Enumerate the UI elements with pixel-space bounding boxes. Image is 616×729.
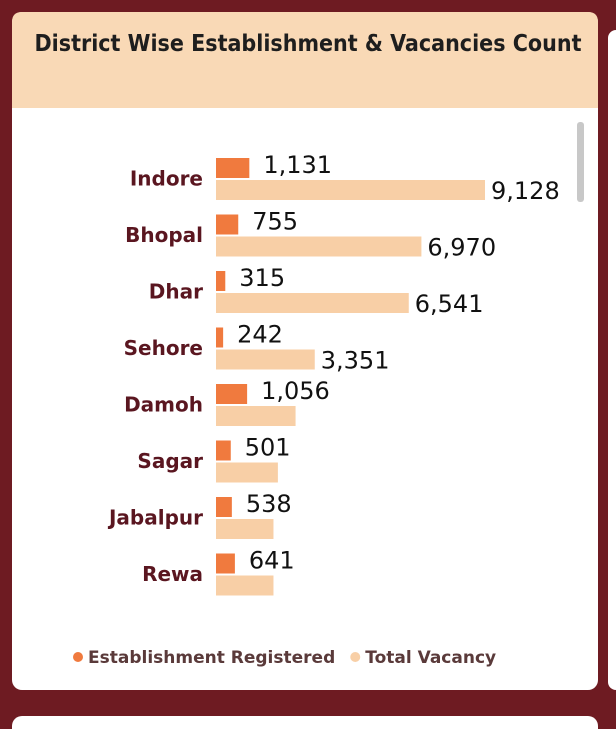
category-label: Indore (130, 167, 203, 191)
bar (216, 327, 224, 348)
card-header (12, 12, 598, 108)
next-card (12, 716, 598, 729)
data-label: 501 (245, 434, 291, 462)
bar (216, 553, 235, 574)
bar (216, 180, 485, 200)
bar (216, 384, 248, 404)
bar (216, 293, 409, 313)
bar (216, 497, 232, 517)
scrollbar (577, 122, 584, 202)
category-label: Rewa (142, 562, 203, 586)
bar (216, 462, 278, 483)
bar (216, 349, 315, 370)
side-card (608, 30, 616, 690)
category-label: Sagar (137, 449, 203, 473)
data-label: 315 (239, 264, 285, 292)
bar (216, 214, 239, 235)
legend-label: Establishment Registered (88, 648, 335, 668)
data-label: 641 (249, 547, 295, 575)
bar (216, 440, 231, 461)
bar (216, 271, 226, 291)
data-label: 3,351 (321, 347, 390, 375)
category-label: Damoh (124, 393, 203, 417)
bar (216, 406, 296, 426)
category-label: Bhopal (125, 223, 203, 247)
data-label: 6,541 (415, 290, 484, 318)
bar (216, 519, 274, 539)
category-label: Sehore (124, 336, 203, 360)
data-label: 242 (237, 321, 283, 349)
data-label: 1,131 (263, 151, 332, 179)
data-label: 6,970 (427, 234, 496, 262)
data-label: 755 (252, 208, 298, 236)
legend-label: Total Vacancy (365, 648, 496, 668)
category-label: Jabalpur (107, 506, 203, 530)
legend-marker (350, 652, 361, 662)
legend-marker (73, 652, 83, 662)
data-label: 9,128 (491, 177, 560, 205)
bar (216, 158, 250, 178)
category-label: Dhar (149, 280, 203, 304)
title-box: District Wise Establishment & Vacancies … (34, 31, 582, 57)
chart-title: District Wise Establishment & Vacancies … (34, 31, 582, 57)
bar (216, 236, 422, 257)
data-label: 1,056 (261, 377, 330, 405)
data-label: 538 (246, 490, 292, 518)
bar (216, 575, 274, 596)
